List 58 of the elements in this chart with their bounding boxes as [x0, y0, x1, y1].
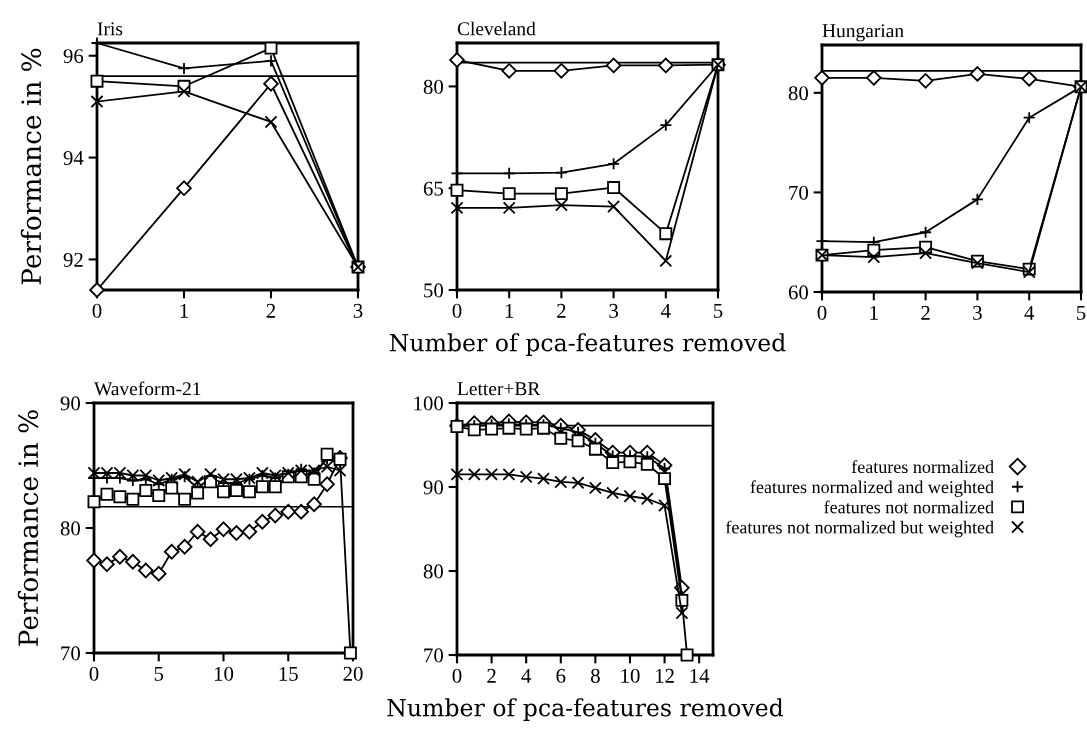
legend-label: features not normalized but weighted: [725, 520, 994, 538]
x-tick-label: 5: [714, 304, 723, 318]
y-tick-label: 80: [423, 79, 444, 94]
x-tick-label: 3: [609, 303, 618, 318]
y-tick-label: 80: [423, 564, 444, 579]
chart-title: Hungarian: [822, 24, 904, 42]
x-tick-label: 12: [655, 668, 674, 683]
y-axis-title: Performance in %: [17, 410, 39, 646]
y-tick-label: 92: [63, 252, 83, 267]
y-tick-label: 100: [414, 396, 444, 411]
legend-label: features not normalized: [824, 500, 994, 514]
legend-label: features normalized: [851, 460, 994, 474]
x-tick-label: 5: [1077, 306, 1086, 320]
chart-title: Letter+BR: [457, 382, 541, 396]
x-tick-label: 15: [279, 666, 298, 681]
x-tick-label: 2: [487, 668, 496, 683]
y-tick-label: 50: [424, 283, 444, 298]
x-tick-label: 0: [452, 303, 462, 318]
x-tick-label: 3: [353, 303, 363, 318]
chart-title: Waveform-21: [94, 381, 201, 396]
x-tick-label: 2: [266, 303, 276, 318]
y-tick-label: 90: [423, 480, 444, 495]
legend-label: features normalized and weighted: [750, 480, 994, 497]
y-tick-label: 70: [789, 185, 809, 200]
x-tick-label: 0: [92, 303, 102, 318]
y-tick-label: 60: [788, 285, 809, 300]
y-tick-label: 80: [60, 521, 81, 536]
y-tick-label: 94: [63, 151, 84, 166]
x-tick-label: 3: [973, 305, 982, 320]
x-tick-label: 2: [921, 305, 930, 320]
x-tick-label: 2: [557, 303, 566, 318]
y-axis-title: Performance in %: [20, 48, 42, 285]
chart-title: Cleveland: [457, 21, 536, 36]
x-tick-label: 6: [556, 668, 566, 683]
x-axis-title: Number of pca-features removed: [389, 333, 786, 357]
x-tick-label: 5: [154, 667, 164, 681]
y-tick-label: 70: [424, 648, 444, 663]
x-tick-label: 0: [452, 668, 462, 683]
x-axis-title: Number of pca-features removed: [387, 698, 784, 722]
x-tick-label: 0: [89, 666, 99, 681]
x-tick-label: 4: [661, 303, 671, 318]
y-tick-label: 90: [60, 396, 81, 411]
x-tick-label: 1: [870, 305, 878, 320]
x-tick-label: 0: [817, 305, 827, 320]
chart-title: Iris: [97, 22, 123, 36]
x-tick-label: 4: [1024, 305, 1035, 320]
x-tick-label: 10: [621, 668, 640, 683]
x-tick-label: 14: [690, 668, 710, 683]
x-tick-label: 1: [505, 303, 514, 318]
y-tick-label: 65: [423, 181, 443, 196]
x-tick-label: 8: [590, 668, 600, 683]
x-tick-label: 1: [180, 303, 188, 318]
x-tick-label: 20: [343, 666, 363, 681]
y-tick-label: 80: [788, 86, 809, 101]
y-tick-label: 96: [63, 49, 84, 64]
y-tick-label: 70: [61, 646, 81, 661]
x-tick-label: 10: [214, 666, 234, 681]
x-tick-label: 4: [521, 668, 532, 683]
